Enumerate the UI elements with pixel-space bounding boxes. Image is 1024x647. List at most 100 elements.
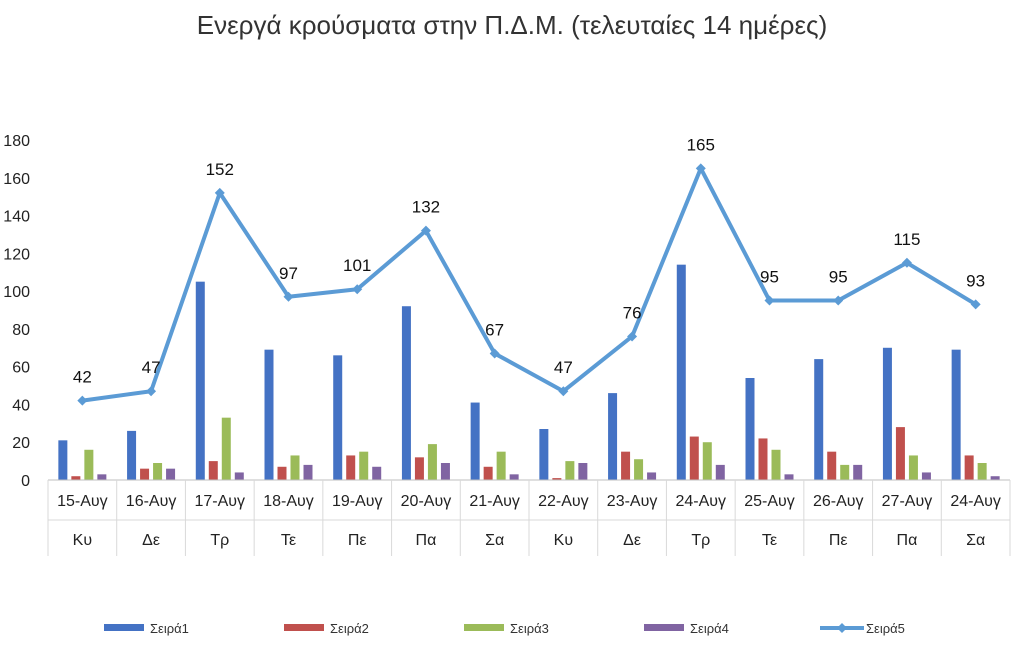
x-subtick-label: Τρ [691,532,710,549]
legend-label: Σειρά5 [866,621,905,636]
legend-marker [837,623,847,633]
series-marker [970,299,981,310]
bar [882,347,892,480]
bar [964,455,974,480]
y-tick-label: 180 [3,133,30,150]
series-marker [77,395,88,406]
legend-label: Σειρά3 [510,621,549,636]
axes [47,479,1011,556]
x-tick-label: 23-Αυγ [607,493,658,510]
x-axis-ticks: 15-Αυγ Κυ 16-Αυγ Δε 17-Αυγ Τρ 18-Αυγ Τε 19-Αυγ Πε… [57,493,1001,549]
y-tick-label: 140 [3,209,30,226]
series-marker [558,386,569,397]
bar [427,444,437,480]
data-label: 132 [412,198,440,217]
legend-swatch [284,624,324,631]
x-tick-label: 19-Αυγ [332,493,383,510]
data-label: 152 [206,160,234,179]
legend-swatch [464,624,504,631]
bar [127,430,137,480]
x-tick-label: 17-Αυγ [195,493,246,510]
y-tick-label: 160 [3,171,30,188]
x-tick-label: 24-Αυγ [950,493,1001,510]
data-label: 115 [893,230,920,249]
y-tick-label: 20 [12,435,30,452]
x-tick-label: 27-Αυγ [882,493,933,510]
x-subtick-label: Δε [142,532,160,549]
y-axis-ticks: 0 20 40 60 80 100 120 140 160 180 [3,133,30,490]
series-marker [627,331,638,342]
bar [990,476,1000,480]
bar [771,449,781,480]
x-tick-label: 18-Αυγ [263,493,314,510]
data-label: 93 [966,271,985,290]
data-label: 67 [485,320,504,339]
data-label: 42 [73,368,92,387]
bar [702,442,712,480]
y-tick-label: 80 [12,322,30,339]
bar [539,429,549,480]
x-subtick-label: Πα [897,532,918,549]
bar [578,463,588,480]
series-marker [901,257,912,268]
bar [470,402,480,480]
x-subtick-label: Σα [485,532,504,549]
bar [827,451,837,480]
bar [333,355,343,480]
bar [621,451,631,480]
bar [359,451,369,480]
x-subtick-label: Δε [623,532,641,549]
data-label: 47 [554,358,573,377]
bar [647,472,657,480]
bar [140,468,150,480]
x-subtick-label: Σα [966,532,985,549]
bar [440,463,450,480]
bar [977,463,987,480]
x-subtick-label: Πε [829,532,848,549]
bar [565,461,575,480]
series-marker [283,291,294,302]
bar [290,455,300,480]
x-subtick-label: Τρ [210,532,229,549]
x-tick-label: 20-Αυγ [401,493,452,510]
data-label: 165 [687,135,715,154]
x-tick-label: 16-Αυγ [126,493,177,510]
bar [814,359,824,480]
bar [608,393,618,480]
bar [58,440,68,480]
data-label: 47 [142,358,161,377]
data-label: 101 [343,256,371,275]
bar [715,464,725,480]
series-marker [695,163,706,174]
bar [264,349,274,480]
data-label: 95 [760,268,779,287]
series-marker [420,225,431,236]
bar [509,474,519,480]
series-marker [146,386,157,397]
data-labels: 42 47 152 97 101 132 67 47 76 165 95 95 115 93 [73,135,985,386]
legend-swatch [104,624,144,631]
x-tick-label: 21-Αυγ [469,493,520,510]
bar [401,306,411,480]
bar [758,438,768,480]
x-tick-label: 24-Αυγ [676,493,727,510]
series-line [82,166,977,403]
bar [166,468,176,480]
y-tick-label: 0 [21,473,30,490]
data-label: 95 [829,268,848,287]
bar [921,472,931,480]
chart-title: Ενεργά κρούσματα στην Π.Δ.Μ. (τελευταίες… [196,10,828,40]
bar [676,264,686,480]
y-tick-label: 100 [3,284,30,301]
x-subtick-label: Τε [762,532,777,549]
legend-label: Σειρά4 [690,621,729,636]
bar [234,472,244,480]
bar [840,464,850,480]
bar [71,476,81,480]
legend-swatch [644,624,684,631]
x-subtick-label: Πα [416,532,437,549]
bar [908,455,918,480]
bar [346,455,356,480]
x-tick-label: 25-Αυγ [744,493,795,510]
